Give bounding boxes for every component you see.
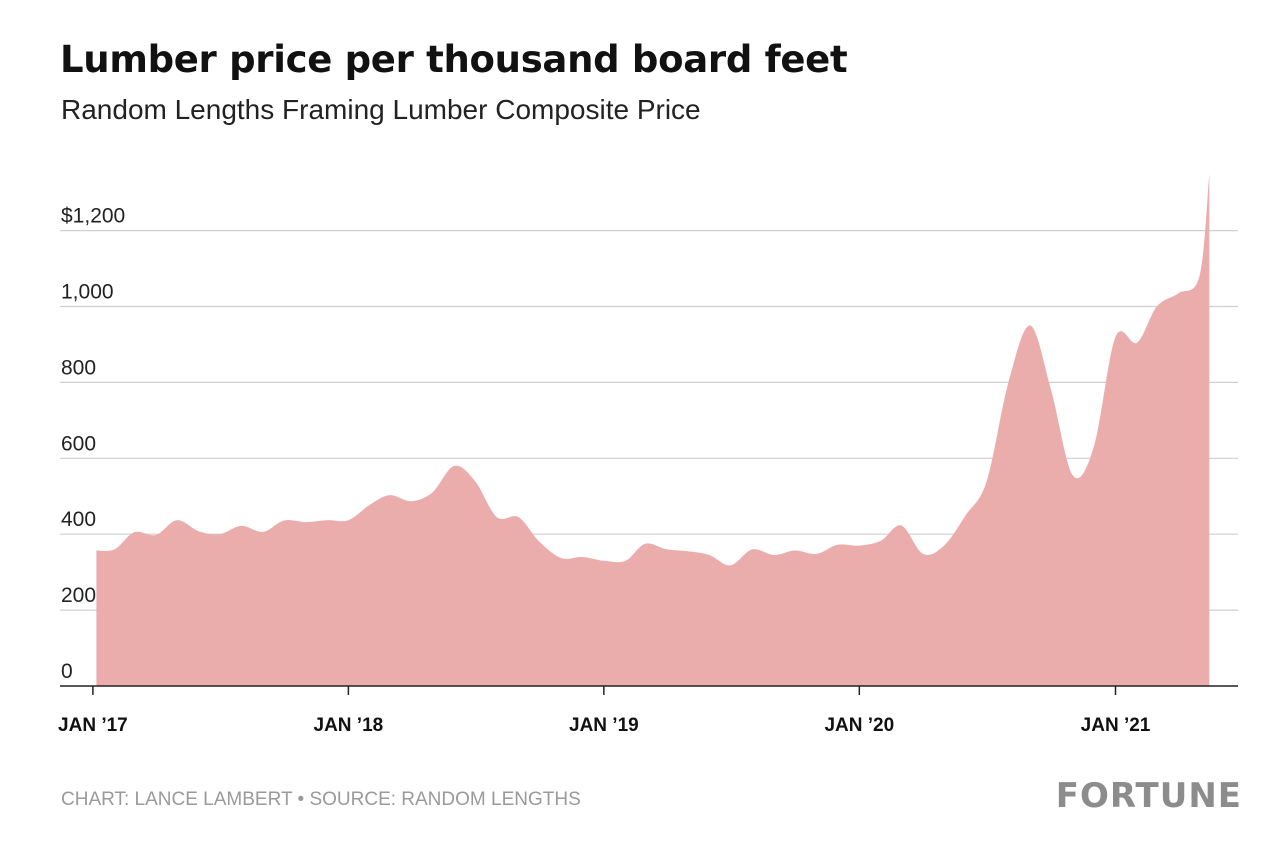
y-tick-label: 1,000	[61, 281, 114, 304]
x-axis-tick-labels: JAN ’17 JAN ’18 JAN ’19 JAN ’20 JAN ’21	[58, 715, 1151, 736]
fortune-logo: FORTUNE	[1055, 776, 1242, 816]
y-tick-label: 200	[61, 584, 96, 607]
x-tick-label: JAN ’21	[1081, 715, 1151, 736]
y-tick-label: $1,200	[61, 205, 125, 228]
y-axis-tick-labels: 0 200 400 600 800 1,000 $1,200	[61, 205, 125, 683]
y-tick-label: 0	[61, 660, 73, 683]
y-tick-label: 400	[61, 508, 96, 531]
price-area	[96, 173, 1210, 686]
y-tick-label: 800	[61, 356, 96, 379]
chart-subtitle: Random Lengths Framing Lumber Composite …	[61, 94, 701, 125]
price-area-series	[96, 173, 1210, 686]
y-tick-label: 600	[61, 432, 96, 455]
x-tick-label: JAN ’18	[314, 715, 384, 736]
x-axis	[60, 685, 1238, 695]
chart-title: Lumber price per thousand board feet	[60, 38, 848, 81]
x-tick-label: JAN ’17	[58, 715, 128, 736]
x-tick-label: JAN ’20	[824, 715, 894, 736]
x-tick-label: JAN ’19	[569, 715, 639, 736]
chart-credit: CHART: LANCE LAMBERT • SOURCE: RANDOM LE…	[61, 789, 581, 810]
